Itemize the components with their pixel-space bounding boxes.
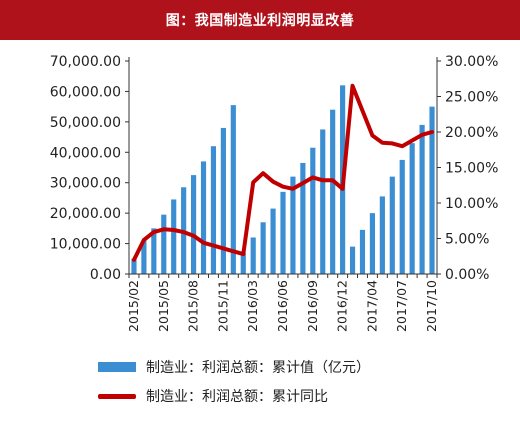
left-tick-label: 10,000.00 xyxy=(50,237,121,253)
x-tick-label: 2016/12 xyxy=(335,280,350,332)
bar-2017/08 xyxy=(409,143,415,274)
bar-2015/11 xyxy=(220,127,226,274)
right-tick-label: 25.00% xyxy=(445,90,498,106)
left-tick-label: 20,000.00 xyxy=(50,206,121,222)
bar-2017/03 xyxy=(359,229,366,274)
x-tick-label: 2016/09 xyxy=(305,280,320,332)
bar-2017/06 xyxy=(389,176,395,274)
x-tick-label: 2015/11 xyxy=(215,280,230,332)
bar-2016/11 xyxy=(330,109,336,274)
bar-2015/08 xyxy=(190,175,197,274)
x-tick-label: 2015/05 xyxy=(156,280,171,332)
right-tick-label: 0.00% xyxy=(445,267,489,283)
bar-2016/06 xyxy=(280,191,286,274)
bar-2016/08 xyxy=(300,162,306,274)
right-tick-label: 30.00% xyxy=(445,54,498,70)
bar-2016/03 xyxy=(250,237,256,274)
legend-bar-label: 制造业：利润总额：累计值（亿元） xyxy=(146,360,370,376)
bar-2015/12 xyxy=(230,105,236,274)
bar-2017/05 xyxy=(379,196,385,274)
x-tick-label: 2016/06 xyxy=(275,280,290,332)
chart-title: 图：我国制造业利润明显改善 xyxy=(165,13,355,29)
x-tick-label: 2017/07 xyxy=(394,280,409,332)
bar-2015/02 xyxy=(131,258,137,274)
bar-2016/09 xyxy=(310,147,316,274)
right-tick-label: 15.00% xyxy=(445,161,498,177)
bar-2016/02 xyxy=(240,252,246,274)
legend-item-bar: 制造业：利润总额：累计值（亿元） xyxy=(98,356,518,378)
bar-2017/04 xyxy=(369,213,376,274)
left-tick-label: 0.00 xyxy=(90,267,121,283)
bar-2017/07 xyxy=(399,159,405,274)
x-tick-label: 2017/04 xyxy=(364,280,379,332)
left-tick-label: 50,000.00 xyxy=(50,115,121,131)
right-tick-label: 5.00% xyxy=(445,232,489,248)
bar-2016/05 xyxy=(270,208,276,274)
left-tick-label: 40,000.00 xyxy=(50,145,121,161)
bar-2016/10 xyxy=(320,129,326,274)
left-tick-label: 70,000.00 xyxy=(50,54,121,70)
bar-2017/02 xyxy=(349,246,356,274)
x-tick-label: 2015/08 xyxy=(186,280,201,332)
bar-2015/04 xyxy=(151,228,157,274)
bar-2015/05 xyxy=(161,214,167,274)
right-tick-label: 20.00% xyxy=(445,125,498,141)
left-tick-label: 60,000.00 xyxy=(50,84,121,100)
chart-title-bar: 图：我国制造业利润明显改善 xyxy=(0,0,520,40)
bar-2015/09 xyxy=(200,161,207,274)
bar-2016/04 xyxy=(260,222,266,274)
bar-2016/07 xyxy=(290,176,296,274)
legend-line-swatch xyxy=(98,393,136,399)
bar-2015/10 xyxy=(210,146,217,274)
bar-2015/03 xyxy=(141,240,147,274)
bar-2017/09 xyxy=(419,124,425,275)
legend-item-line: 制造业：利润总额：累计同比 xyxy=(98,385,518,407)
bar-2015/06 xyxy=(171,199,177,274)
left-tick-label: 30,000.00 xyxy=(50,176,121,192)
x-tick-label: 2017/10 xyxy=(424,280,439,332)
legend-bar-swatch xyxy=(98,362,136,372)
right-tick-label: 10.00% xyxy=(445,196,498,212)
x-tick-label: 2015/02 xyxy=(126,280,141,332)
legend-line-label: 制造业：利润总额：累计同比 xyxy=(146,389,328,405)
growth-line xyxy=(132,83,434,262)
bar-2017/10 xyxy=(429,106,435,275)
x-tick-label: 2016/03 xyxy=(245,280,260,332)
combo-chart: 0.00 10,000.00 20,000.00 30,000.00 40,000.00… xyxy=(50,54,499,332)
